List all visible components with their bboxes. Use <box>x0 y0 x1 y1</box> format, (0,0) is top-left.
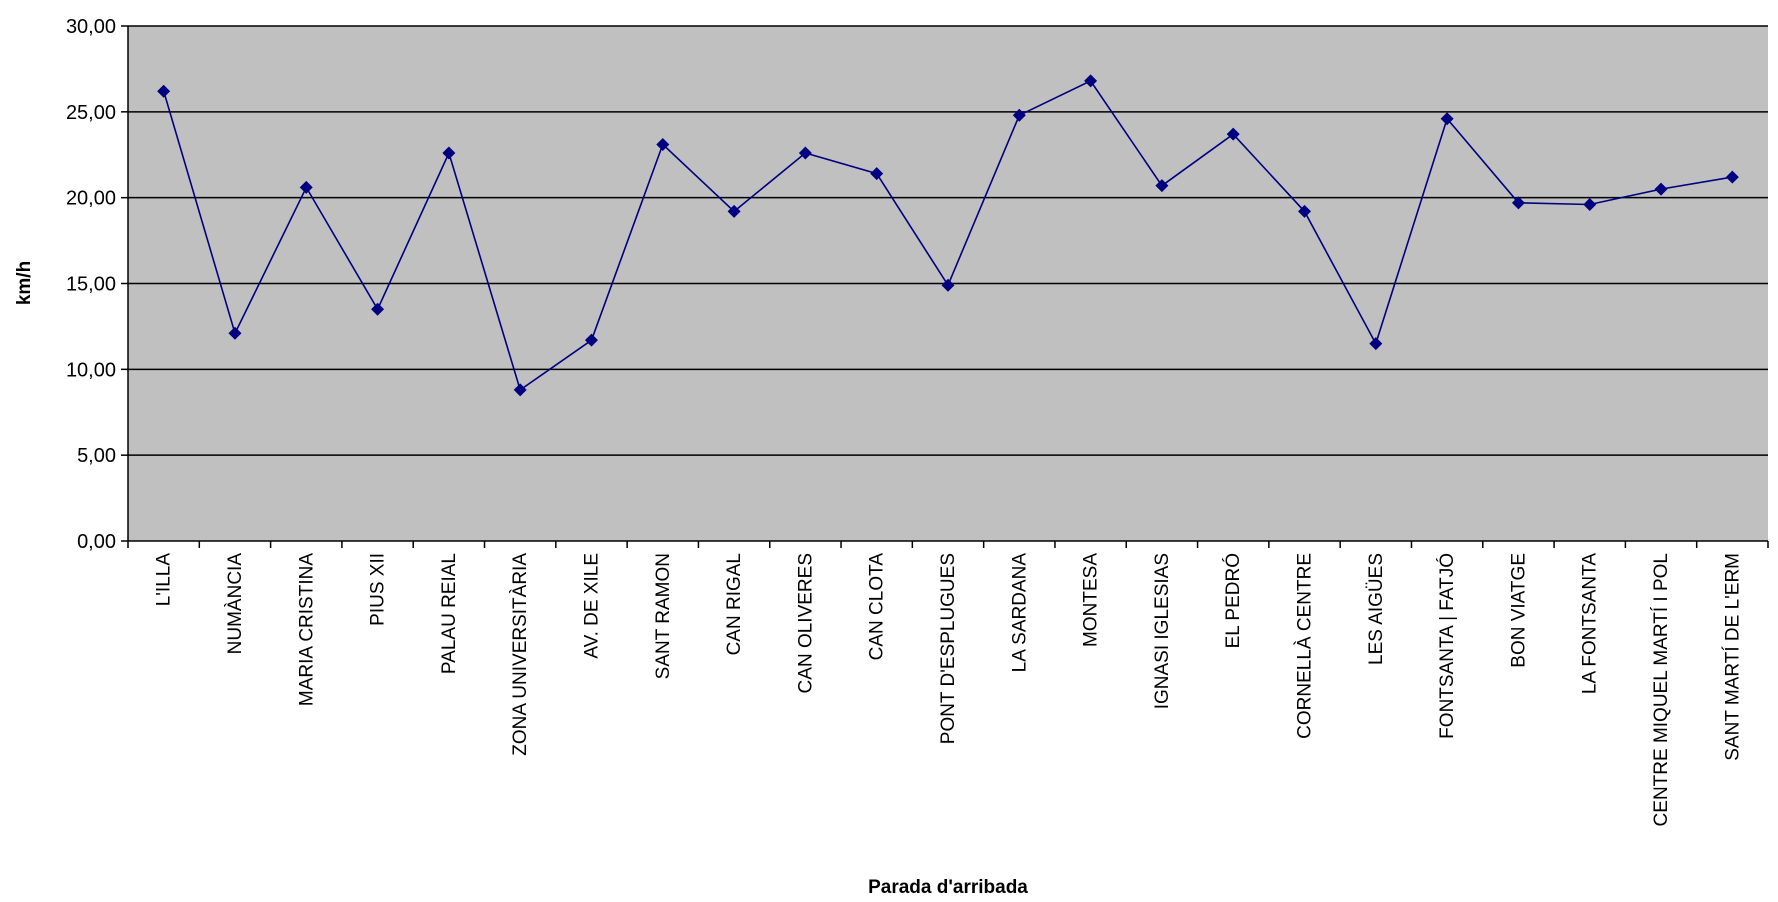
x-tick-label: EL PEDRÓ <box>1222 553 1244 648</box>
data-point-marker <box>1012 108 1026 122</box>
x-tick-label: CENTRE MIQUEL MARTÍ I POL <box>1651 553 1672 826</box>
x-tick-label: MONTESA <box>1081 553 1102 647</box>
data-point-marker <box>1155 179 1169 193</box>
data-point-marker <box>656 137 670 151</box>
x-tick-label: LA FONTSANTA <box>1580 553 1601 694</box>
y-tick-label: 5,00 <box>77 445 116 467</box>
x-tick-label: CAN RIGAL <box>724 553 745 655</box>
data-point-marker <box>1226 127 1240 141</box>
y-tick-label: 30,00 <box>66 16 116 38</box>
data-point-marker <box>228 326 242 340</box>
data-point-marker <box>1583 198 1597 212</box>
data-point-marker <box>798 146 812 160</box>
x-tick-label: PIUS XII <box>368 553 389 626</box>
y-axis-title: km/h <box>14 261 35 305</box>
y-tick-label: 10,00 <box>66 359 116 381</box>
data-point-marker <box>299 180 313 194</box>
data-point-marker <box>1725 170 1739 184</box>
data-point-marker <box>1084 74 1098 88</box>
data-point-marker <box>513 383 527 397</box>
x-axis-title: Parada d'arribada <box>868 877 1028 898</box>
x-tick-label: AV. DE XILE <box>581 553 602 659</box>
x-tick-label: ZONA UNIVERSITÀRIA <box>510 553 531 756</box>
x-tick-label: PONT D'ESPLUGUES <box>938 553 959 744</box>
x-axis-ticks: L'ILLA NUMÀNCIA MARIA CRISTINA PIUS XII PALA… <box>127 541 1769 826</box>
y-axis-ticks: 0,00 5,00 10,00 15,00 20,00 25,00 30,00 <box>66 16 128 553</box>
x-tick-label: CORNELLÀ CENTRE <box>1295 553 1316 739</box>
x-tick-label: CAN CLOTA <box>867 553 888 661</box>
y-tick-label: 0,00 <box>77 531 116 553</box>
data-point-marker <box>442 146 456 160</box>
x-tick-label: FONTSANTA | FATJÓ <box>1436 553 1458 739</box>
data-point-marker <box>371 302 385 316</box>
data-point-marker <box>1654 182 1668 196</box>
data-point-marker <box>1298 204 1312 218</box>
y-tick-label: 15,00 <box>66 274 116 296</box>
data-point-marker <box>941 278 955 292</box>
y-tick-label: 25,00 <box>66 102 116 124</box>
x-tick-label: MARIA CRISTINA <box>296 553 317 706</box>
x-tick-label: LES AIGÜES <box>1366 553 1387 665</box>
x-tick-label: L'ILLA <box>154 553 175 607</box>
x-tick-label: PALAU REIAL <box>439 553 460 674</box>
x-tick-label: SANT RAMON <box>653 553 674 679</box>
x-tick-label: CAN OLIVERES <box>795 553 816 693</box>
x-tick-label: IGNASI IGLESIAS <box>1152 553 1173 709</box>
x-tick-label: BON VIATGE <box>1508 553 1529 668</box>
x-tick-label: NUMÀNCIA <box>225 553 246 655</box>
y-tick-label: 20,00 <box>66 188 116 210</box>
x-tick-label: LA SARDANA <box>1009 553 1030 673</box>
data-point-marker <box>870 167 884 181</box>
data-point-marker <box>1369 337 1383 351</box>
x-tick-label: SANT MARTÍ DE L'ERM <box>1722 553 1743 761</box>
series-group <box>157 74 1739 397</box>
data-point-marker <box>1511 196 1525 210</box>
data-point-marker <box>1440 112 1454 126</box>
data-point-marker <box>727 204 741 218</box>
data-point-marker <box>157 84 171 98</box>
data-point-marker <box>584 333 598 347</box>
